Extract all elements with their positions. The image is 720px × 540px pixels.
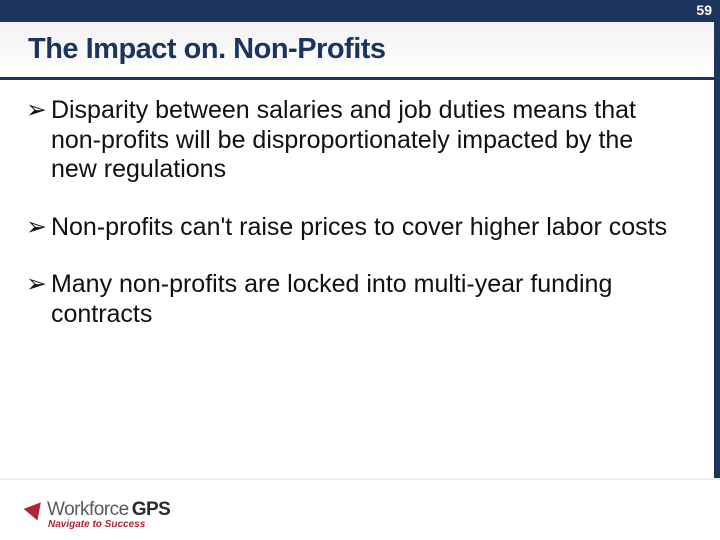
page-number: 59 [696, 2, 712, 18]
slide-header: The Impact on. Non-Profits [0, 22, 720, 80]
arrow-icon [24, 497, 48, 521]
top-bar: 59 [0, 0, 720, 22]
bullet-item: ➢ Many non-profits are locked into multi… [26, 270, 680, 329]
bullet-item: ➢ Non-profits can't raise prices to cove… [26, 213, 680, 243]
slide-title: The Impact on. Non-Profits [28, 33, 386, 66]
bullet-text: Disparity between salaries and job dutie… [51, 96, 680, 185]
logo-text-b: GPS [132, 499, 171, 521]
logo-wordmark: WorkforceGPS [28, 499, 170, 521]
logo-tagline: Navigate to Success [48, 519, 170, 530]
right-accent-bar [714, 22, 720, 478]
logo: WorkforceGPS Navigate to Success [28, 499, 170, 530]
chevron-icon: ➢ [26, 96, 47, 125]
slide-footer: WorkforceGPS Navigate to Success [0, 478, 720, 540]
bullet-text: Non-profits can't raise prices to cover … [51, 213, 677, 243]
bullet-item: ➢ Disparity between salaries and job dut… [26, 96, 680, 185]
logo-text-a: Workforce [47, 499, 129, 521]
chevron-icon: ➢ [26, 213, 47, 242]
bullet-text: Many non-profits are locked into multi-y… [51, 270, 680, 329]
slide-content: ➢ Disparity between salaries and job dut… [26, 96, 680, 357]
chevron-icon: ➢ [26, 270, 47, 299]
